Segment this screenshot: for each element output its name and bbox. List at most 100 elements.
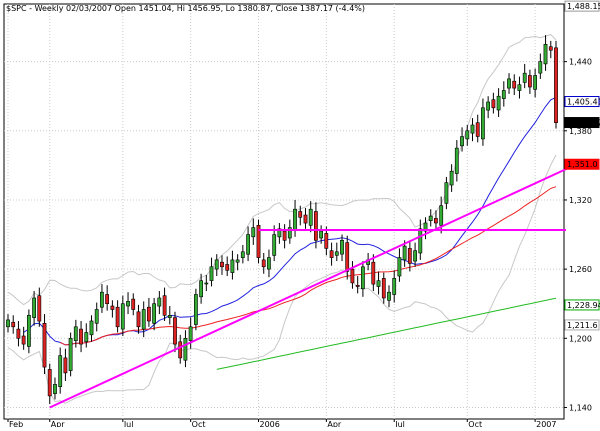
- candle-body: [63, 357, 68, 374]
- candle-body: [94, 309, 99, 324]
- candle-body: [298, 211, 303, 218]
- candle-body: [507, 78, 511, 89]
- candle-body: [105, 294, 110, 304]
- candle-body: [303, 214, 308, 224]
- candle-body: [319, 230, 324, 239]
- candle-body: [6, 319, 10, 328]
- candle-body: [402, 245, 407, 261]
- candle-body: [527, 75, 532, 88]
- support-trendline: [49, 168, 567, 409]
- price-tag-box: [564, 96, 600, 108]
- price-tag: 1,351.0: [564, 158, 600, 170]
- price-tag-label: 1,387.17: [567, 119, 600, 128]
- price-tag-box: [564, 0, 600, 12]
- y-tick-label: 1,140: [569, 403, 592, 412]
- candle-body: [444, 182, 449, 204]
- candle-body: [79, 328, 83, 345]
- candle-body: [376, 280, 381, 287]
- candle-body: [246, 234, 251, 255]
- candle-body: [381, 278, 386, 299]
- candle-body: [183, 337, 188, 361]
- candle-body: [32, 297, 37, 318]
- candle-body: [152, 303, 157, 324]
- candle-body: [16, 328, 21, 339]
- candle-body: [89, 320, 94, 336]
- candle-body: [287, 227, 292, 239]
- chart-header: $SPC - Weekly 02/03/2007 Open 1451.04, H…: [6, 4, 365, 13]
- candle-body: [282, 230, 287, 241]
- candle-body: [439, 205, 444, 226]
- price-tag: 1,387.17: [564, 117, 600, 129]
- candle-body: [554, 47, 558, 124]
- price-tag-label: 1,351.0: [567, 160, 598, 169]
- candle-body: [68, 337, 73, 371]
- candle-body: [251, 227, 256, 238]
- candle-body: [209, 266, 214, 281]
- candle-body: [136, 311, 141, 328]
- price-tag: 1,228.94: [564, 299, 600, 311]
- price-tag-box: [564, 299, 600, 311]
- candle-body: [533, 75, 538, 90]
- candle-body: [460, 136, 464, 147]
- moving-average-layer: [23, 96, 557, 370]
- x-tick-label: Apr: [327, 420, 342, 427]
- candle-body: [157, 297, 162, 307]
- x-tick-label: Jul: [394, 420, 405, 427]
- candle-body: [340, 240, 344, 255]
- candle-body: [147, 306, 151, 322]
- trendline-layer: [49, 168, 567, 409]
- candle-body: [194, 294, 198, 325]
- x-tick-label: Apr: [51, 420, 66, 427]
- candle-body: [465, 130, 470, 140]
- price-tag-label: 1,211.6: [567, 321, 598, 330]
- price-tag-label: 1,228.94: [567, 301, 600, 310]
- candle-body: [141, 309, 146, 330]
- candle-body: [407, 248, 412, 264]
- candle-body: [501, 90, 506, 99]
- candle-body: [225, 264, 230, 271]
- y-axis: 1,140 1,200 1,260 1,320 1,380 1,440: [564, 58, 592, 412]
- price-tag: 1,488.15: [564, 0, 600, 12]
- y-tick-label: 1,380: [569, 127, 592, 136]
- x-tick-label: Jul: [123, 420, 134, 427]
- ma50-line: [59, 186, 557, 346]
- candle-body: [418, 228, 423, 254]
- candle-body: [293, 208, 297, 231]
- candle-body: [491, 99, 496, 109]
- x-tick-label: Oct: [468, 420, 482, 427]
- candle-body: [517, 84, 522, 91]
- candle-body: [84, 332, 89, 342]
- candle-body: [392, 278, 397, 295]
- y-tick-label: 1,440: [569, 58, 592, 67]
- candle-body: [480, 107, 485, 140]
- price-tag-label: 1,405.41: [567, 98, 600, 107]
- candle-body: [486, 101, 491, 111]
- candle-body: [261, 259, 266, 268]
- candle-body: [214, 259, 219, 270]
- candle-body: [230, 259, 235, 273]
- candle-body: [272, 234, 277, 256]
- header-ohlc: - Weekly 02/03/2007 Open 1451.04, Hi 145…: [27, 4, 365, 13]
- plot-frame: [3, 3, 565, 420]
- price-tag: 1,211.6: [564, 319, 600, 331]
- y-tick-label: 1,320: [569, 196, 592, 205]
- band-layer: [7, 34, 557, 404]
- candle-body: [131, 298, 136, 310]
- x-tick-label: Feb: [9, 420, 23, 427]
- grid-layer: [4, 4, 564, 419]
- price-tag-layer: 1,488.15 1,405.41 1,387.17 1,351.0 1,228.94 1…: [564, 0, 600, 331]
- candle-body: [204, 282, 209, 285]
- candle-body: [188, 326, 193, 341]
- candle-body: [11, 321, 16, 328]
- candle-body: [42, 322, 47, 368]
- y-tick-label: 1,200: [569, 334, 592, 343]
- candle-body: [543, 43, 548, 65]
- candle-body: [47, 369, 52, 397]
- candle-body: [73, 326, 78, 341]
- x-axis: Feb Apr Jul Oct 2006 Apr Jul Oct 2007: [7, 419, 556, 429]
- candle-body: [58, 355, 63, 388]
- candle-body: [397, 257, 402, 277]
- candle-body: [162, 295, 167, 316]
